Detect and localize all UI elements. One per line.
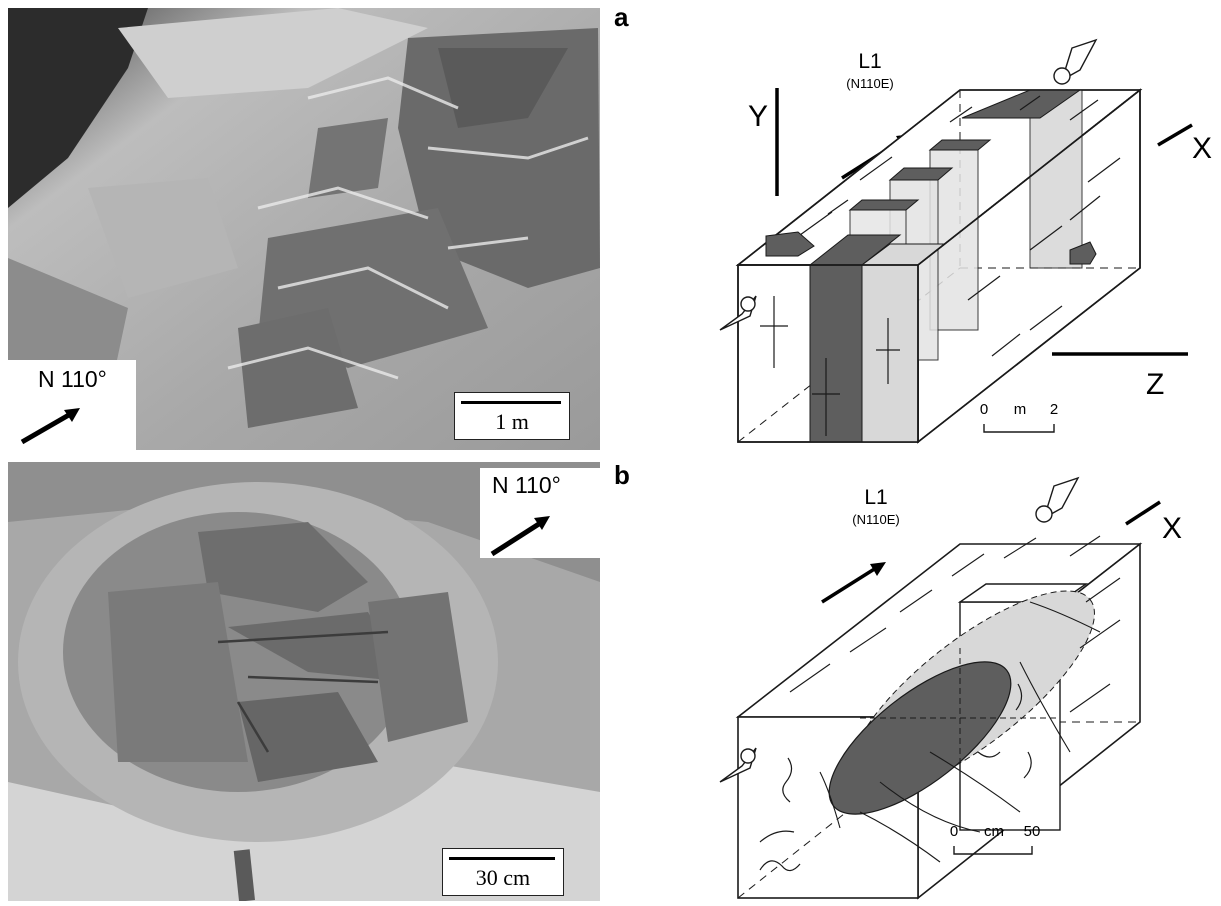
outcrop-photo-bottom-image <box>8 462 600 901</box>
x-axis-line-a <box>1157 123 1193 147</box>
lineation-direction-a: (N110E) <box>846 76 893 91</box>
outcrop-photo-top-image <box>8 8 600 450</box>
svg-text:2: 2 <box>1050 401 1058 418</box>
lineation-label-a: L1 <box>858 50 881 73</box>
lineation-label-b: L1 <box>864 486 887 509</box>
layer-bands <box>808 89 1083 443</box>
svg-text:0: 0 <box>980 401 988 418</box>
lineation-arrow-icon <box>821 562 886 604</box>
x-axis-label-b: X <box>1162 512 1182 545</box>
north-arrow-icon <box>490 516 550 557</box>
north-label-top: N 110° <box>38 366 107 392</box>
x-axis-label-a: X <box>1192 132 1212 165</box>
scale-bar-top: 1 m <box>454 392 570 440</box>
north-indicator-bottom: N 110° <box>480 468 600 558</box>
north-label-bottom: N 110° <box>492 472 561 498</box>
outcrop-photo-top: N 110° 1 m <box>8 8 600 450</box>
scale-bar-diagram-a: 0 m 2 <box>980 401 1058 433</box>
outcrop-photo-bottom: N 110° 30 cm <box>8 462 600 901</box>
scale-label-bottom: 30 cm <box>475 865 531 890</box>
fabric-squiggles <box>759 683 1032 872</box>
scale-bar-line <box>449 857 555 860</box>
svg-text:0: 0 <box>950 823 958 840</box>
foliation-ticks-top <box>799 95 1099 236</box>
svg-text:cm: cm <box>984 823 1004 840</box>
svg-text:50: 50 <box>1024 823 1041 840</box>
block-diagram-b: L1 (N110E) X <box>719 476 1182 900</box>
cross-marks <box>760 296 900 436</box>
panel-letter-a: a <box>614 2 629 32</box>
x-axis-line-b <box>1125 500 1161 526</box>
panel-letter-b: b <box>614 460 630 490</box>
shear-sense-icon <box>765 231 1097 265</box>
scale-bar-diagram-b: 0 cm 50 <box>950 823 1041 855</box>
block-diagram-a: L1 (N110E) Y X Z <box>719 38 1212 444</box>
north-indicator-top: N 110° <box>8 360 136 450</box>
eye-icon <box>719 476 1080 783</box>
svg-text:m: m <box>1014 401 1027 418</box>
lineation-direction-b: (N110E) <box>852 512 899 527</box>
z-axis-label: Z <box>1146 368 1164 401</box>
north-arrow-icon <box>20 408 80 445</box>
scale-bar-bottom: 30 cm <box>442 848 564 896</box>
eye-icon <box>719 38 1098 331</box>
y-axis-label: Y <box>748 100 768 133</box>
foliation-ticks-side <box>967 157 1121 357</box>
rock-block-a-outline <box>735 88 1143 444</box>
flow-lines <box>789 535 1121 863</box>
scale-bar-line <box>461 401 561 404</box>
scale-label-top: 1 m <box>495 409 529 434</box>
